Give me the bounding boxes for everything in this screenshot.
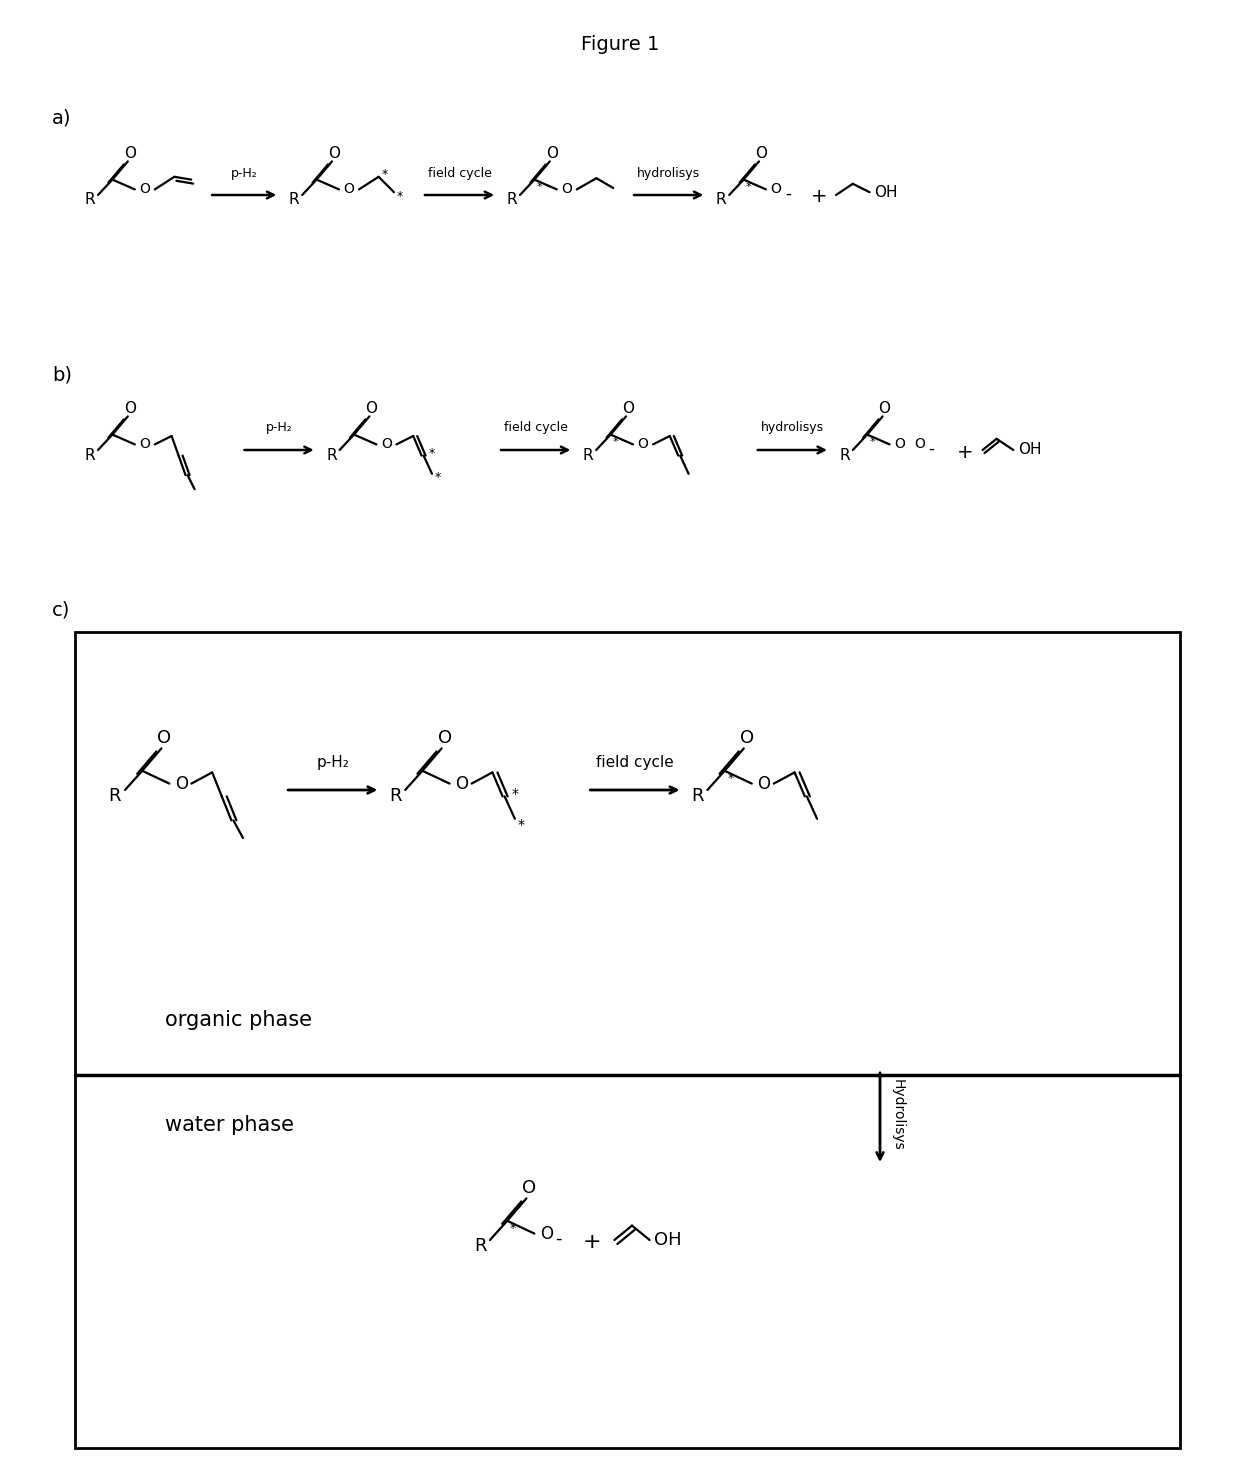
Text: OH: OH: [653, 1232, 682, 1250]
Text: b): b): [52, 365, 72, 384]
Text: O: O: [755, 145, 768, 160]
Text: +: +: [957, 442, 973, 462]
Text: O: O: [139, 438, 150, 451]
Text: R: R: [507, 193, 517, 208]
Text: O: O: [455, 775, 467, 792]
Text: *: *: [869, 436, 875, 447]
Text: R: R: [84, 193, 95, 208]
Text: O: O: [124, 401, 136, 416]
Text: Figure 1: Figure 1: [580, 36, 660, 55]
Text: *: *: [397, 190, 403, 203]
Text: c): c): [52, 601, 71, 619]
Text: p-H₂: p-H₂: [265, 421, 293, 435]
Text: -: -: [929, 439, 935, 457]
Text: O: O: [329, 145, 340, 160]
Text: organic phase: organic phase: [165, 1011, 312, 1030]
Text: +: +: [583, 1232, 601, 1252]
Text: O: O: [175, 775, 188, 792]
Text: OH: OH: [874, 184, 898, 200]
Text: O: O: [637, 438, 649, 451]
Text: O: O: [157, 730, 171, 748]
Text: O: O: [879, 401, 890, 416]
Text: field cycle: field cycle: [428, 166, 491, 180]
Text: O: O: [740, 730, 754, 748]
Text: -: -: [785, 184, 791, 202]
Text: R: R: [389, 787, 402, 804]
Text: *: *: [745, 181, 751, 191]
Text: R: R: [715, 193, 727, 208]
Text: +: +: [811, 187, 827, 206]
Text: O: O: [438, 730, 451, 748]
Text: -: -: [556, 1230, 562, 1248]
Text: *: *: [435, 472, 441, 484]
Text: field cycle: field cycle: [596, 754, 673, 770]
Text: *: *: [429, 447, 435, 460]
Bar: [74, 632, 1180, 1448]
Text: R: R: [583, 448, 594, 463]
Text: field cycle: field cycle: [503, 421, 568, 435]
Text: p-H₂: p-H₂: [231, 166, 258, 180]
Text: *: *: [537, 181, 542, 191]
Text: R: R: [84, 448, 95, 463]
Text: O: O: [546, 145, 558, 160]
Text: OH: OH: [1018, 442, 1042, 457]
Text: O: O: [562, 183, 572, 196]
Text: *: *: [511, 788, 518, 801]
Text: O: O: [522, 1180, 537, 1198]
Text: R: R: [839, 448, 851, 463]
Text: O: O: [139, 183, 150, 196]
Text: *: *: [382, 168, 388, 181]
Text: O: O: [622, 401, 634, 416]
Text: R: R: [109, 787, 122, 804]
Text: O: O: [914, 438, 925, 451]
Text: Hydrolisys: Hydrolisys: [892, 1079, 905, 1152]
Text: O: O: [758, 775, 770, 792]
Text: *: *: [613, 436, 619, 447]
Text: O: O: [770, 183, 781, 196]
Text: p-H₂: p-H₂: [316, 754, 350, 770]
Text: *: *: [510, 1223, 516, 1235]
Text: O: O: [894, 438, 905, 451]
Text: R: R: [326, 448, 337, 463]
Text: O: O: [343, 183, 355, 196]
Text: *: *: [728, 772, 734, 785]
Text: O: O: [381, 438, 392, 451]
Text: R: R: [691, 787, 703, 804]
Text: R: R: [474, 1238, 486, 1255]
Text: water phase: water phase: [165, 1114, 294, 1135]
Text: hydrolisys: hydrolisys: [760, 421, 823, 435]
Text: O: O: [539, 1224, 553, 1242]
Text: O: O: [366, 401, 377, 416]
Text: *: *: [517, 818, 525, 833]
Text: hydrolisys: hydrolisys: [637, 166, 701, 180]
Text: O: O: [124, 145, 136, 160]
Text: a): a): [52, 108, 72, 128]
Text: R: R: [289, 193, 300, 208]
